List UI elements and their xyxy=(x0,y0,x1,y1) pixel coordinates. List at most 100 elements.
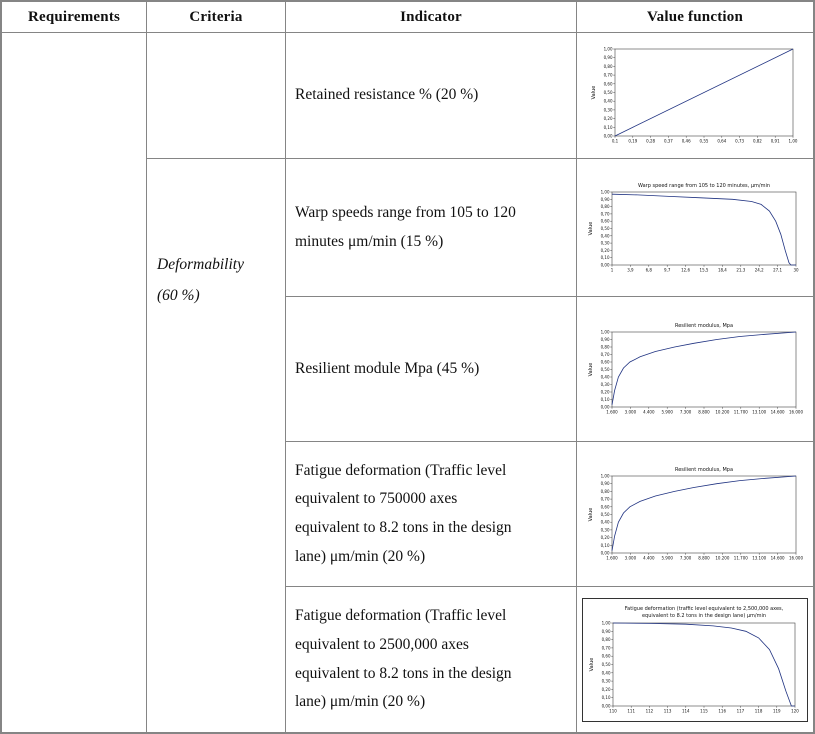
svg-text:3.000: 3.000 xyxy=(625,556,637,561)
svg-text:0,70: 0,70 xyxy=(604,72,613,77)
svg-text:7.300: 7.300 xyxy=(680,410,692,415)
criteria-weight: (60 %) xyxy=(157,287,200,304)
svg-text:0,64: 0,64 xyxy=(717,138,726,143)
svg-text:5.900: 5.900 xyxy=(661,556,673,561)
svg-text:27,1: 27,1 xyxy=(773,267,782,272)
svg-text:7.300: 7.300 xyxy=(680,556,692,561)
chart-warp-speed-range: Warp speed range from 105 to 120 minutes… xyxy=(577,159,813,297)
svg-text:0,60: 0,60 xyxy=(601,504,610,509)
svg-text:Value: Value xyxy=(588,221,594,235)
svg-text:118: 118 xyxy=(755,708,763,713)
requirements-cell xyxy=(2,33,147,732)
svg-text:13.100: 13.100 xyxy=(752,556,766,561)
svg-text:14.600: 14.600 xyxy=(771,556,785,561)
chart-retained-resistance: Value 1,00 0,90 0,80 0,70 0,60 0,50 0,40 0,30 0,2… xyxy=(577,33,813,159)
svg-text:119: 119 xyxy=(773,708,781,713)
svg-text:0,20: 0,20 xyxy=(601,535,610,540)
svg-text:1: 1 xyxy=(611,267,614,272)
indicator-cell-fatigue-2500000: Fatigue deformation (Traffic level equiv… xyxy=(286,587,577,732)
svg-text:24,2: 24,2 xyxy=(755,267,764,272)
svg-text:115: 115 xyxy=(700,708,708,713)
svg-text:0,90: 0,90 xyxy=(601,337,610,342)
svg-text:3.000: 3.000 xyxy=(625,410,637,415)
svg-text:Value: Value xyxy=(588,363,594,377)
svg-text:equivalent to 8.2 tons in the: equivalent to 8.2 tons in the design lan… xyxy=(642,613,766,619)
svg-text:11.700: 11.700 xyxy=(734,410,748,415)
svg-text:0,20: 0,20 xyxy=(602,686,611,691)
header-criteria: Criteria xyxy=(147,2,286,33)
svg-text:0,80: 0,80 xyxy=(601,489,610,494)
svg-text:0,30: 0,30 xyxy=(602,678,611,683)
svg-text:0,60: 0,60 xyxy=(604,81,613,86)
indicator-line: Fatigue deformation (Traffic level xyxy=(295,607,507,625)
svg-text:0,90: 0,90 xyxy=(601,481,610,486)
svg-text:Value: Value xyxy=(591,85,597,99)
svg-text:10.200: 10.200 xyxy=(715,410,729,415)
svg-text:0,40: 0,40 xyxy=(601,520,610,525)
header-requirements: Requirements xyxy=(2,2,147,33)
svg-text:117: 117 xyxy=(737,708,745,713)
chart-fatigue-2500000: Fatigue deformation (traffic level equiv… xyxy=(577,587,813,732)
svg-text:18,4: 18,4 xyxy=(718,267,727,272)
indicator-line: minutes μm/min (15 %) xyxy=(295,232,444,250)
svg-text:0,50: 0,50 xyxy=(601,512,610,517)
indicator-line: lane) μm/min (20 %) xyxy=(295,547,426,565)
svg-text:16.000: 16.000 xyxy=(789,556,803,561)
svg-text:8.800: 8.800 xyxy=(698,410,710,415)
svg-text:0,40: 0,40 xyxy=(601,375,610,380)
indicator-cell-retained-resistance: Retained resistance % (20 %) xyxy=(286,33,577,159)
indicator-line: Retained resistance % (20 %) xyxy=(295,86,479,104)
svg-text:116: 116 xyxy=(718,708,726,713)
svg-text:0,40: 0,40 xyxy=(604,98,613,103)
svg-text:0,70: 0,70 xyxy=(601,352,610,357)
svg-text:4.400: 4.400 xyxy=(643,556,655,561)
svg-text:0,30: 0,30 xyxy=(601,382,610,387)
svg-text:114: 114 xyxy=(682,708,690,713)
svg-text:0,30: 0,30 xyxy=(604,107,613,112)
svg-text:1.600: 1.600 xyxy=(606,410,618,415)
indicator-line: Resilient module Mpa (45 %) xyxy=(295,359,480,377)
svg-text:0,80: 0,80 xyxy=(601,345,610,350)
svg-text:1,00: 1,00 xyxy=(789,138,798,143)
header-value-function: Value function xyxy=(577,2,813,33)
svg-text:0,50: 0,50 xyxy=(602,662,611,667)
svg-text:Value: Value xyxy=(588,508,594,522)
svg-text:0,73: 0,73 xyxy=(735,138,744,143)
svg-text:0,1: 0,1 xyxy=(612,138,619,143)
svg-text:0,00: 0,00 xyxy=(601,262,610,267)
chart-resilient-modulus: Resilient modulus, Mpa Value 1,00 0,90 0,80 0… xyxy=(577,297,813,442)
indicator-line: equivalent to 750000 axes xyxy=(295,490,458,508)
svg-text:8.800: 8.800 xyxy=(698,556,710,561)
svg-text:0,40: 0,40 xyxy=(601,233,610,238)
svg-text:1.600: 1.600 xyxy=(606,556,618,561)
svg-text:0,55: 0,55 xyxy=(700,138,709,143)
svg-text:0,10: 0,10 xyxy=(604,124,613,129)
svg-text:0,37: 0,37 xyxy=(664,138,673,143)
svg-text:14.600: 14.600 xyxy=(771,410,785,415)
criteria-cell: Deformability (60 %) xyxy=(147,159,286,732)
indicator-line: Warp speeds range from 105 to 120 xyxy=(295,203,516,221)
svg-text:6,8: 6,8 xyxy=(646,267,653,272)
indicator-cell-resilient-module: Resilient module Mpa (45 %) xyxy=(286,297,577,442)
svg-text:0,50: 0,50 xyxy=(601,367,610,372)
svg-text:0,50: 0,50 xyxy=(604,90,613,95)
svg-text:0,90: 0,90 xyxy=(602,628,611,633)
svg-text:0,19: 0,19 xyxy=(628,138,637,143)
criteria-empty-cell xyxy=(147,33,286,159)
svg-text:10.200: 10.200 xyxy=(715,556,729,561)
svg-text:16.000: 16.000 xyxy=(789,410,803,415)
indicator-line: equivalent to 8.2 tons in the design xyxy=(295,519,512,536)
svg-text:Fatigue deformation (traffic l: Fatigue deformation (traffic level equiv… xyxy=(625,606,784,612)
svg-text:0,30: 0,30 xyxy=(601,240,610,245)
svg-text:112: 112 xyxy=(646,708,654,713)
svg-text:1,00: 1,00 xyxy=(601,474,610,479)
svg-text:1,00: 1,00 xyxy=(601,330,610,335)
svg-text:120: 120 xyxy=(791,708,799,713)
svg-text:Resilient modulus, Mpa: Resilient modulus, Mpa xyxy=(675,323,733,329)
svg-text:110: 110 xyxy=(609,708,617,713)
svg-text:0,60: 0,60 xyxy=(602,653,611,658)
svg-text:30: 30 xyxy=(793,267,799,272)
svg-text:0,90: 0,90 xyxy=(601,196,610,201)
svg-text:5.900: 5.900 xyxy=(661,410,673,415)
